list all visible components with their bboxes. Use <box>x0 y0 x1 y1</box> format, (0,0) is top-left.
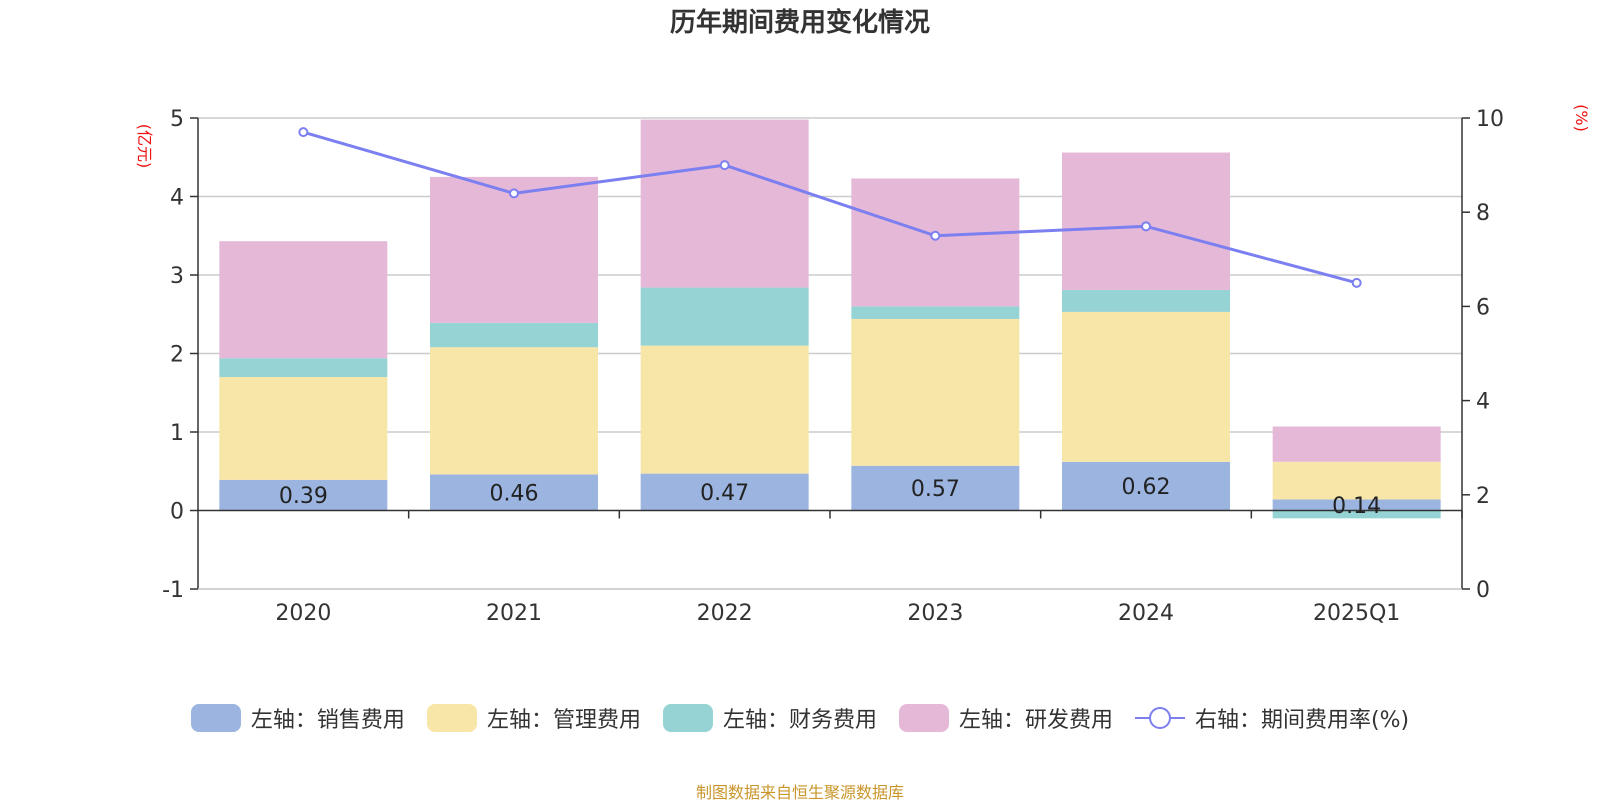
left-axis-tick-label: 5 <box>170 107 184 132</box>
bar-segment <box>430 347 598 475</box>
left-axis-tick-label: 4 <box>170 186 184 211</box>
bar-segment <box>1272 461 1441 500</box>
bar-segment <box>430 322 598 348</box>
legend-label-rate: 右轴：期间费用率(%) <box>1194 708 1410 733</box>
bar-segment <box>1062 461 1230 511</box>
legend-item-rate[interactable]: 右轴：期间费用率(%) <box>1134 702 1410 734</box>
right-axis-tick-label: 2 <box>1476 484 1490 509</box>
bar-value-label: 0.46 <box>490 481 539 506</box>
bar-value-label: 0.14 <box>1332 494 1381 519</box>
bar-value-label: 0.47 <box>700 481 749 506</box>
legend-swatch-rate <box>1134 704 1185 732</box>
legend-item-admin[interactable]: 左轴：管理费用 <box>426 702 641 734</box>
legend-swatch-finance <box>662 704 713 732</box>
rate-point <box>298 127 309 138</box>
legend-label-admin: 左轴：管理费用 <box>486 708 641 733</box>
bar-segment <box>430 474 598 511</box>
bar-segment <box>1272 510 1441 519</box>
bar-value-label: 0.62 <box>1122 475 1171 500</box>
bar-segment <box>1062 152 1230 290</box>
left-axis-tick-label: 2 <box>170 343 184 368</box>
left-axis-tick-label: 3 <box>170 264 184 289</box>
left-axis-tick-label: 0 <box>170 500 184 525</box>
legend-item-sales[interactable]: 左轴：销售费用 <box>190 702 405 734</box>
bar-segment <box>640 345 809 474</box>
legend-label-sales: 左轴：销售费用 <box>250 708 405 733</box>
bar-segment <box>430 176 598 323</box>
bar-segment <box>219 377 388 480</box>
rate-point <box>509 188 519 199</box>
bar-segment <box>219 479 388 511</box>
legend-item-rnd[interactable]: 左轴：研发费用 <box>898 702 1113 734</box>
bar-segment <box>219 241 388 359</box>
right-axis-tick-label: 4 <box>1476 390 1490 415</box>
legend-swatch-sales <box>190 704 241 732</box>
legend-label-rnd: 左轴：研发费用 <box>958 708 1113 733</box>
bar-segment <box>851 318 1020 466</box>
bar-segment <box>640 119 809 288</box>
right-axis-unit: (%) <box>1572 104 1591 132</box>
legend-swatch-rnd <box>898 704 949 732</box>
bar-segment <box>1062 289 1230 312</box>
bar-segment <box>851 465 1020 511</box>
source-note: 制图数据来自恒生聚源数据库 <box>695 783 904 802</box>
right-axis-tick-label: 10 <box>1476 107 1504 132</box>
bar-segment <box>1062 311 1230 462</box>
left-axis-unit: (亿元) <box>135 124 154 169</box>
legend-swatch-admin <box>426 704 477 732</box>
x-axis-tick-label: 2021 <box>486 601 542 626</box>
bar-value-labels: 0.39 0.46 0.47 0.57 0.62 0.14 <box>279 475 1381 519</box>
bar-value-label: 0.57 <box>911 477 960 502</box>
bar-segment <box>851 306 1020 319</box>
bar-series <box>219 119 1441 519</box>
x-axis-tick-label: 2025Q1 <box>1313 601 1400 626</box>
bar-segment <box>640 287 809 346</box>
legend: 左轴：销售费用 左轴：管理费用 左轴：财务费用 左轴：研发费用 右轴：期间费用率… <box>0 702 1600 734</box>
x-axis-tick-label: 2023 <box>907 601 963 626</box>
right-axis-tick-label: 0 <box>1476 578 1490 603</box>
legend-item-finance[interactable]: 左轴：财务费用 <box>662 702 877 734</box>
bar-segment <box>219 358 388 378</box>
bar-segment <box>640 473 809 511</box>
bar-segment <box>1272 499 1441 511</box>
bar-segment <box>851 178 1020 307</box>
rate-point <box>1351 277 1362 288</box>
bar-segment <box>1272 426 1441 462</box>
rate-line-series <box>298 127 1362 288</box>
left-axis-tick-label: -1 <box>162 578 184 603</box>
left-axis-tick-label: 1 <box>170 421 184 446</box>
x-axis-tick-label: 2022 <box>697 601 753 626</box>
right-axis-tick-label: 8 <box>1476 201 1490 226</box>
rate-point <box>1141 221 1151 232</box>
axes: -1 0 1 2 3 4 5 0 2 4 6 8 10 2020 2021 2022 2023 2024 2025Q… <box>162 107 1504 626</box>
legend-label-finance: 左轴：财务费用 <box>722 708 877 733</box>
chart-title: 历年期间费用变化情况 <box>670 7 930 38</box>
rate-point <box>930 230 941 241</box>
rate-line <box>302 130 1358 285</box>
x-axis-tick-label: 2020 <box>275 601 331 626</box>
x-axis-tick-label: 2024 <box>1118 601 1174 626</box>
bar-value-label: 0.39 <box>279 484 328 509</box>
rate-point <box>719 160 730 171</box>
right-axis-tick-label: 6 <box>1476 295 1490 320</box>
